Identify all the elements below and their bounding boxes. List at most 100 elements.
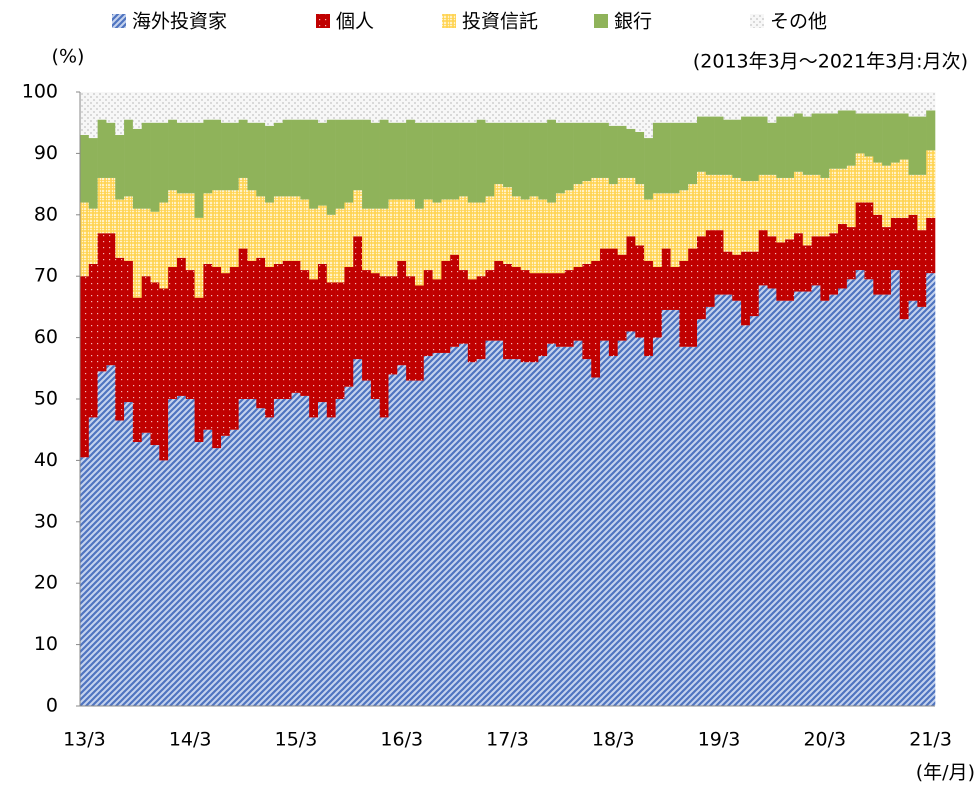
bar-segment (714, 92, 724, 117)
bar-segment (573, 266, 583, 341)
bar-segment (697, 171, 707, 237)
bar-segment (229, 92, 239, 123)
bar-segment (511, 266, 522, 360)
bar-segment (820, 300, 830, 706)
bar-segment (899, 159, 909, 218)
bar-segment (890, 113, 901, 163)
bar-segment (317, 263, 328, 403)
bar-segment (406, 199, 416, 277)
bar-segment (793, 113, 804, 172)
bar-segment (749, 181, 760, 252)
bar-segment (864, 156, 874, 203)
bar-segment (776, 92, 786, 117)
x-tick-label: 16/3 (380, 729, 423, 751)
bar-segment (511, 196, 522, 267)
bar-segment (168, 266, 178, 399)
bar-segment (467, 92, 477, 123)
bar-segment (221, 273, 231, 436)
bar-segment (785, 239, 795, 301)
bar-segment (467, 279, 477, 363)
bar-segment (776, 300, 786, 706)
bar-segment (221, 92, 231, 123)
bar-segment (291, 392, 301, 706)
bar-segment (705, 174, 715, 231)
bar-segment (838, 168, 848, 225)
bar-segment (855, 153, 865, 203)
bar-segment (582, 263, 592, 360)
bar-segment (132, 92, 143, 129)
bar-segment (626, 177, 636, 237)
bar-segment (397, 260, 407, 366)
bar-segment (168, 119, 178, 191)
bar-segment (124, 196, 134, 261)
bar-segment (652, 193, 663, 267)
bar-segment (908, 300, 918, 706)
legend-swatch (750, 14, 764, 28)
bar-segment (785, 177, 795, 240)
x-tick-label: 21/3 (909, 729, 952, 751)
bar-segment (802, 174, 812, 246)
bar-segment (132, 208, 143, 298)
bar-segment (203, 193, 213, 264)
bar-segment (150, 282, 160, 446)
bar-segment (846, 165, 856, 228)
bar-segment (652, 122, 663, 194)
bar-segment (247, 190, 257, 261)
bar-segment (811, 285, 821, 706)
bar-segment (679, 190, 689, 261)
bar-segment (635, 184, 645, 246)
bar-segment (573, 92, 583, 123)
bar-segment (873, 162, 883, 215)
bar-segment (450, 254, 460, 347)
bar-segment (503, 187, 513, 264)
bar-segment (450, 122, 460, 200)
bar-segment (679, 92, 689, 123)
bar-segment (793, 233, 804, 292)
bar-segment (785, 116, 795, 178)
bar-segment (608, 248, 618, 357)
bar-segment (503, 122, 513, 188)
bar-segment (670, 309, 680, 706)
bar-segment (661, 92, 671, 123)
bar-segment (846, 227, 856, 280)
bar-segment (282, 92, 292, 120)
bar-segment (106, 177, 116, 234)
bar-segment (617, 177, 627, 255)
bar-segment (141, 122, 151, 209)
bar-segment (317, 92, 328, 123)
bar-segment (864, 92, 874, 114)
bar-segment (335, 119, 345, 209)
x-tick-label: 13/3 (63, 729, 106, 751)
bar-segment (688, 346, 698, 706)
bar-segment (926, 92, 936, 111)
bar-segment (212, 266, 222, 449)
bar-segment (97, 92, 107, 120)
bar-segment (890, 270, 901, 706)
bar-segment (793, 171, 804, 234)
bar-segment (802, 92, 812, 117)
bar-segment (538, 273, 548, 357)
bar-segment (265, 202, 275, 267)
bar-segment (679, 122, 689, 191)
bar-segment (555, 273, 566, 347)
bar-segment (688, 92, 698, 123)
bar-segment (626, 128, 636, 178)
bar-segment (547, 92, 557, 120)
bar-segment (697, 319, 707, 706)
bar-segment (115, 420, 125, 706)
bar-segment (176, 92, 187, 123)
bar-segment (661, 248, 671, 310)
bar-segment (106, 122, 116, 178)
bar-segment (97, 119, 107, 178)
bar-segment (670, 92, 680, 123)
bar-segment (591, 377, 601, 706)
bar-segment (247, 122, 257, 191)
bar-segment (379, 119, 389, 209)
bar-segment (229, 429, 239, 706)
legend-swatch (594, 14, 608, 28)
bar-segment (423, 92, 433, 123)
bar-segment (776, 242, 786, 301)
bar-segment (846, 279, 856, 706)
bar-segment (256, 92, 266, 123)
bar-segment (626, 92, 636, 129)
